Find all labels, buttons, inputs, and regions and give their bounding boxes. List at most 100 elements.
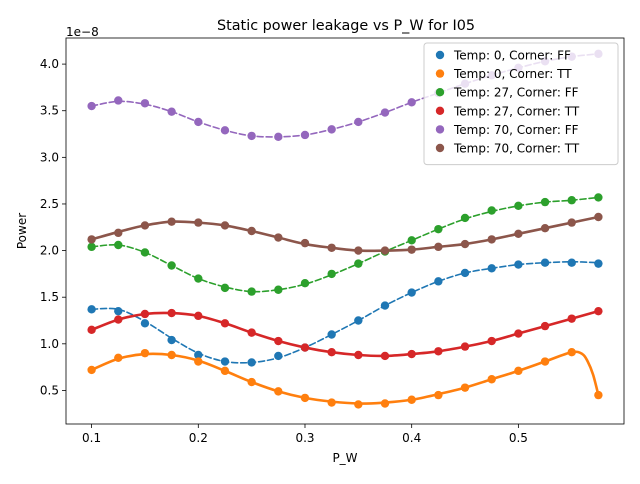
legend-marker-4 bbox=[435, 125, 445, 134]
data-point-s2-16 bbox=[514, 201, 523, 211]
y-tick-label: 2.5 bbox=[40, 197, 59, 211]
y-tick-label: 1.0 bbox=[40, 337, 59, 351]
data-point-s2-5 bbox=[220, 283, 230, 293]
data-point-s0-16 bbox=[514, 260, 523, 269]
data-point-s4-12 bbox=[407, 98, 416, 107]
data-point-s0-15 bbox=[487, 264, 496, 273]
y-axis: 0.5 1.0 1.5 2.0 2.5 3.0 3.5 4.0 bbox=[40, 57, 66, 397]
data-point-s4-6 bbox=[247, 131, 256, 141]
data-point-s1-4 bbox=[194, 357, 203, 366]
data-point-s4-10 bbox=[354, 117, 363, 127]
data-point-s5-3 bbox=[167, 217, 176, 226]
legend-marker-2 bbox=[435, 88, 445, 97]
data-point-s2-3 bbox=[167, 261, 176, 270]
data-point-s4-2 bbox=[140, 99, 150, 108]
data-point-s2-18 bbox=[567, 196, 576, 205]
data-point-s3-12 bbox=[407, 349, 416, 359]
data-point-s1-9 bbox=[327, 398, 336, 407]
y-tick-label: 3.5 bbox=[40, 104, 59, 118]
data-point-s1-1 bbox=[114, 353, 123, 362]
data-point-s2-17 bbox=[540, 197, 550, 207]
data-point-s0-17 bbox=[540, 258, 550, 267]
data-point-s1-10 bbox=[354, 400, 363, 409]
data-point-s3-17 bbox=[540, 321, 550, 331]
x-tick-label: 0.5 bbox=[509, 431, 528, 445]
data-point-s0-19 bbox=[594, 259, 603, 268]
x-tick-label: 0.2 bbox=[189, 431, 208, 445]
data-points bbox=[87, 49, 603, 409]
data-point-s2-15 bbox=[487, 206, 496, 215]
data-point-s2-10 bbox=[354, 259, 363, 268]
legend-marker-3 bbox=[435, 106, 445, 116]
legend-label-3: Temp: 27, Corner: TT bbox=[453, 104, 580, 118]
y-scale-label: 1e−8 bbox=[66, 25, 99, 39]
data-point-s3-18 bbox=[567, 314, 576, 323]
data-point-s1-18 bbox=[567, 348, 576, 357]
data-point-s0-12 bbox=[407, 288, 416, 297]
legend-label-5: Temp: 70, Corner: TT bbox=[453, 142, 580, 156]
y-axis-label: Power bbox=[15, 213, 29, 249]
data-point-s5-16 bbox=[514, 229, 523, 238]
data-point-s5-4 bbox=[194, 218, 203, 227]
y-tick-label: 0.5 bbox=[40, 383, 59, 397]
data-point-s3-1 bbox=[114, 315, 123, 324]
data-point-s4-7 bbox=[274, 132, 283, 142]
data-point-s5-17 bbox=[540, 224, 550, 233]
data-point-s5-1 bbox=[114, 228, 123, 238]
data-point-s1-0 bbox=[87, 365, 96, 375]
data-point-s2-2 bbox=[140, 248, 150, 257]
data-point-s0-14 bbox=[460, 268, 470, 278]
data-point-s1-2 bbox=[140, 348, 150, 358]
data-point-s0-5 bbox=[220, 357, 230, 366]
data-point-s0-7 bbox=[274, 351, 283, 361]
data-point-s3-19 bbox=[594, 306, 603, 316]
data-point-s1-5 bbox=[220, 366, 230, 376]
data-point-s2-1 bbox=[114, 240, 123, 250]
legend-label-1: Temp: 0, Corner: TT bbox=[453, 67, 572, 81]
data-point-s4-11 bbox=[380, 108, 390, 117]
data-point-s3-15 bbox=[487, 336, 496, 346]
data-point-s4-0 bbox=[87, 101, 96, 111]
data-point-s2-7 bbox=[274, 285, 283, 294]
chart-title: Static power leakage vs P_W for I05 bbox=[217, 18, 475, 34]
data-point-s3-13 bbox=[434, 347, 443, 356]
data-point-s5-13 bbox=[434, 242, 443, 252]
data-point-s1-13 bbox=[434, 390, 443, 400]
data-point-s5-7 bbox=[274, 233, 283, 242]
data-point-s1-6 bbox=[247, 377, 256, 387]
data-point-s4-4 bbox=[194, 117, 203, 127]
legend: Temp: 0, Corner: FF Temp: 0, Corner: TT Te… bbox=[423, 42, 619, 166]
legend-label-2: Temp: 27, Corner: FF bbox=[453, 86, 579, 100]
data-point-s1-17 bbox=[540, 357, 550, 366]
x-axis-label: P_W bbox=[332, 451, 357, 465]
data-point-s3-4 bbox=[194, 311, 203, 321]
data-point-s1-11 bbox=[380, 399, 390, 408]
data-point-s2-8 bbox=[300, 279, 310, 288]
data-point-s1-3 bbox=[167, 350, 176, 360]
data-point-s2-4 bbox=[194, 274, 203, 283]
data-point-s5-6 bbox=[247, 226, 256, 236]
data-point-s0-4 bbox=[194, 350, 203, 360]
data-point-s2-9 bbox=[327, 269, 336, 279]
x-tick-label: 0.4 bbox=[402, 431, 421, 445]
data-point-s5-9 bbox=[327, 243, 336, 252]
x-axis: 0.1 0.2 0.3 0.4 0.5 bbox=[82, 424, 528, 445]
data-point-s3-8 bbox=[300, 343, 310, 352]
legend-marker-0 bbox=[435, 50, 445, 60]
data-point-s5-14 bbox=[460, 239, 470, 249]
data-point-s3-0 bbox=[87, 325, 96, 335]
data-point-s5-10 bbox=[354, 246, 363, 255]
data-point-s3-3 bbox=[167, 308, 176, 318]
legend-marker-1 bbox=[435, 69, 445, 78]
data-point-s2-19 bbox=[594, 193, 603, 202]
plot-area bbox=[87, 49, 603, 409]
data-point-s4-5 bbox=[220, 126, 230, 135]
data-point-s1-19 bbox=[594, 390, 603, 400]
legend-label-0: Temp: 0, Corner: FF bbox=[453, 49, 571, 63]
data-point-s0-11 bbox=[380, 301, 390, 310]
legend-box bbox=[423, 42, 619, 166]
data-point-s0-9 bbox=[327, 330, 336, 339]
data-point-s5-15 bbox=[487, 235, 496, 244]
data-point-s3-2 bbox=[140, 309, 150, 319]
